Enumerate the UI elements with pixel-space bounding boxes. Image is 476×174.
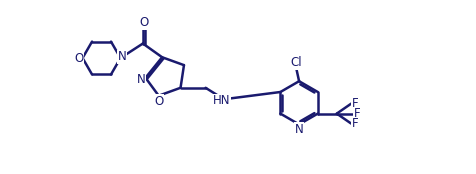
Text: O: O	[74, 52, 83, 65]
Text: O: O	[139, 16, 149, 29]
Text: N: N	[294, 123, 303, 136]
Text: Cl: Cl	[290, 56, 302, 69]
Text: F: F	[351, 117, 357, 130]
Text: N: N	[136, 73, 145, 86]
Text: O: O	[154, 95, 163, 108]
Text: HN: HN	[212, 94, 229, 108]
Text: N: N	[117, 50, 126, 63]
Text: F: F	[351, 97, 357, 110]
Text: F: F	[353, 107, 359, 120]
